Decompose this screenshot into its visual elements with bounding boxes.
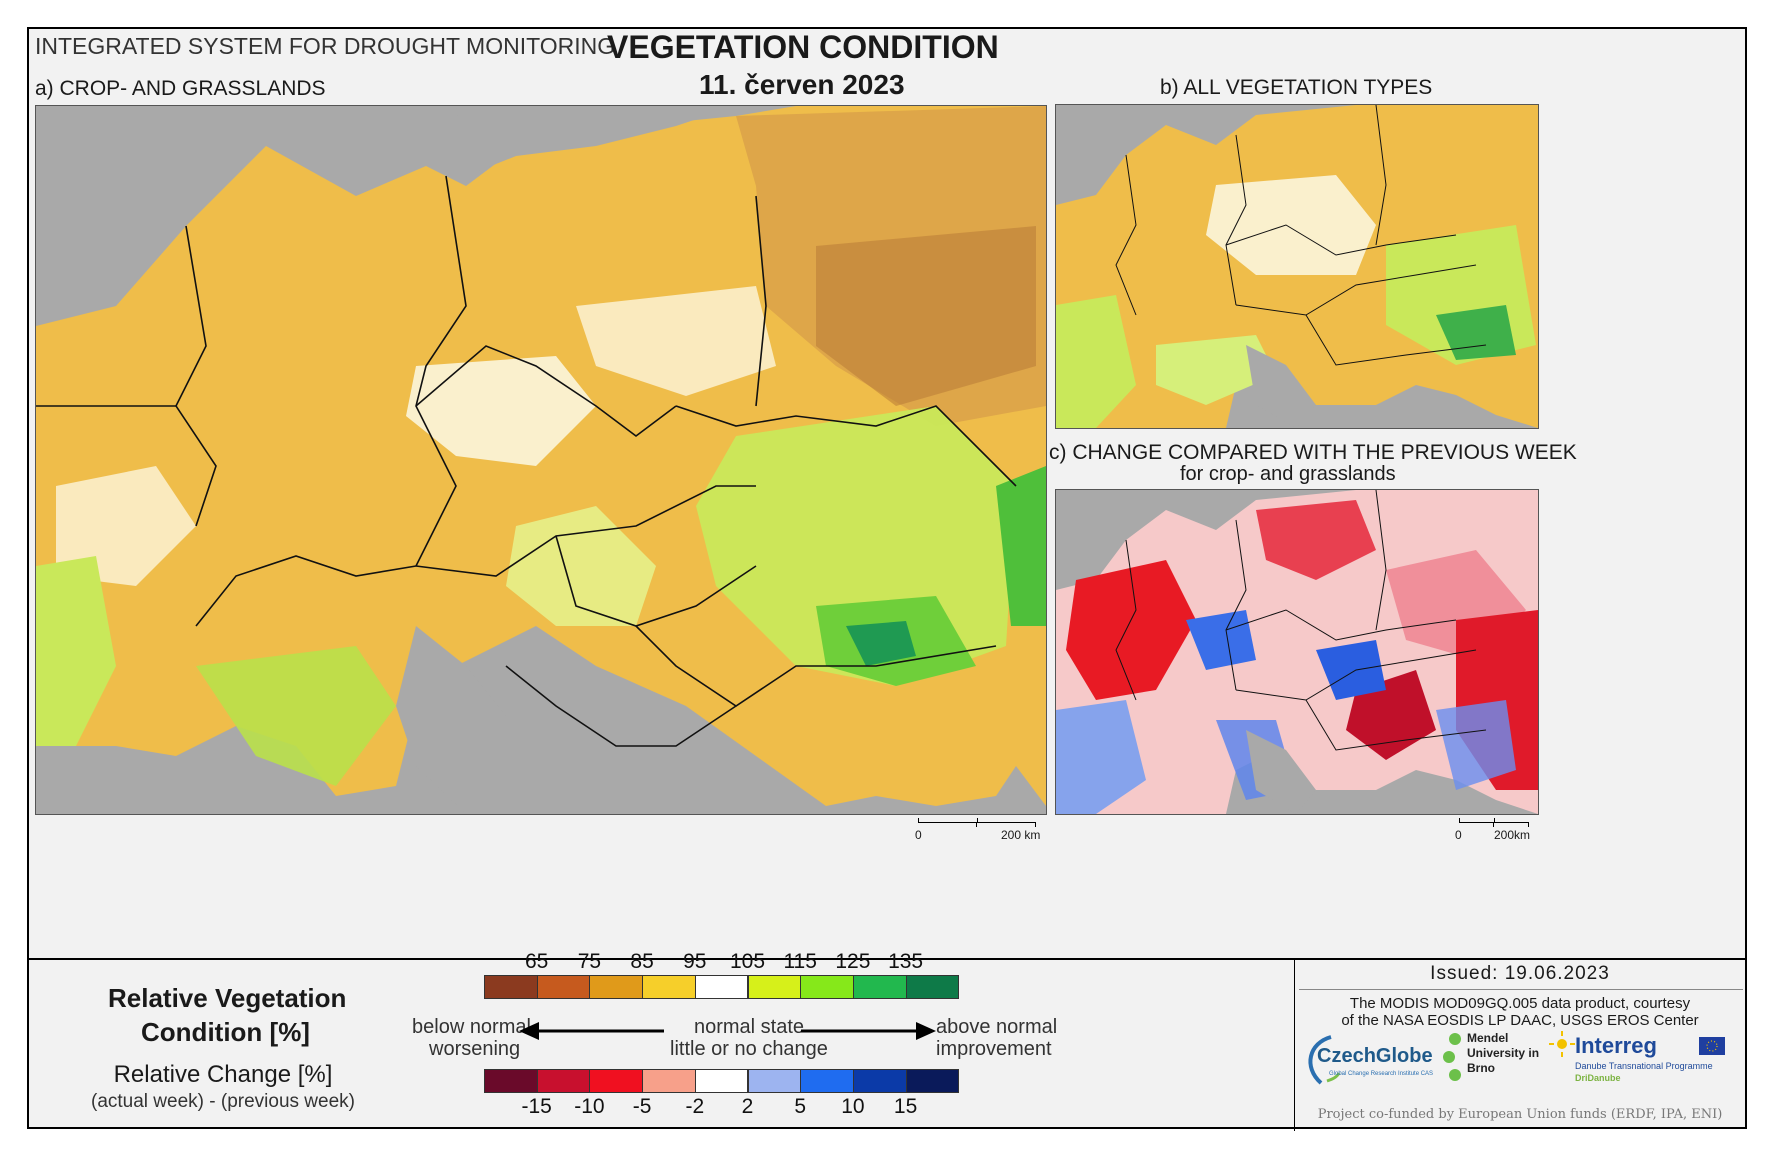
eu-flag-icon	[1699, 1037, 1725, 1055]
dridanube-label: DriDanube	[1575, 1073, 1621, 1083]
mendel-logo: Mendel University in Brno	[1443, 1031, 1539, 1087]
rvc-swatch	[852, 975, 907, 999]
little-change-label: little or no change	[670, 1038, 828, 1060]
above-normal-label: above normal	[936, 1016, 1058, 1038]
info-divider	[1294, 960, 1295, 1131]
scale-c-zero: 0	[1455, 828, 1462, 842]
mendel-dot-icon	[1449, 1069, 1461, 1081]
rc-swatch	[642, 1069, 696, 1093]
map-panel-b	[1055, 104, 1539, 429]
rc-swatch	[589, 1069, 644, 1093]
rvc-tick-label: 125	[835, 950, 871, 973]
panel-a-title: a) CROP- AND GRASSLANDS	[35, 77, 326, 100]
credit-line-1: The MODIS MOD09GQ.005 data product, cour…	[1349, 995, 1691, 1012]
rc-swatch	[905, 1069, 960, 1093]
scale-bar-a	[918, 818, 1038, 827]
czechglobe-swoosh-icon	[1308, 1035, 1341, 1085]
panel-c-title: c) CHANGE COMPARED WITH THE PREVIOUS WEE…	[1049, 441, 1577, 464]
rvc-swatch	[484, 975, 538, 999]
rc-tick-label: -15	[521, 1095, 552, 1118]
mendel-dot-icon	[1443, 1051, 1455, 1063]
scale-a-zero: 0	[915, 828, 922, 842]
rvc-tick-label: 115	[783, 950, 817, 973]
rc-tick-label: 5	[794, 1095, 807, 1118]
czechglobe-logo: CzechGlobe Global Change Research Instit…	[1301, 1033, 1446, 1087]
rc-tick-label: 10	[841, 1095, 865, 1118]
below-normal-label: below normal	[412, 1016, 531, 1038]
rc-swatch	[852, 1069, 907, 1093]
rc-tick-label: -5	[632, 1095, 652, 1118]
info-separator	[1299, 989, 1743, 990]
rvc-tick-label: 85	[630, 950, 654, 973]
rc-swatch	[484, 1069, 538, 1093]
rc-swatch	[800, 1069, 854, 1093]
figure-date: 11. červen 2023	[699, 69, 905, 100]
rvc-swatch	[800, 975, 854, 999]
rvc-tick-label: 105	[729, 950, 766, 973]
rc-tick-label: 2	[741, 1095, 754, 1118]
rvc-swatch	[694, 975, 749, 999]
interreg-sun-icon	[1549, 1031, 1575, 1057]
credit-line-2: of the NASA EOSDIS LP DAAC, USGS EROS Ce…	[1341, 1012, 1699, 1029]
rc-swatch	[694, 1069, 749, 1093]
mendel-wordmark: Mendel University in Brno	[1467, 1031, 1540, 1075]
issued-date: Issued: 19.06.2023	[1430, 963, 1610, 984]
rvc-swatch	[642, 975, 696, 999]
rvc-tick-label: 65	[525, 950, 549, 973]
rc-subtitle: (actual week) - (previous week)	[91, 1091, 355, 1112]
rvc-tick-label: 95	[683, 950, 707, 973]
left-arrow-icon	[519, 1022, 664, 1040]
rvc-tick-label: 135	[888, 950, 924, 973]
rc-tick-label: 15	[893, 1095, 918, 1118]
panel-b-title: b) ALL VEGETATION TYPES	[1160, 76, 1433, 99]
scale-c-end: 200km	[1494, 828, 1531, 842]
map-panel-c	[1055, 489, 1539, 815]
worsening-label: worsening	[429, 1038, 521, 1060]
rc-tick-label: -10	[574, 1095, 605, 1118]
funding-note: Project co-funded by European Union fund…	[1317, 1107, 1723, 1122]
improvement-label: improvement	[936, 1038, 1052, 1060]
figure-title: VEGETATION CONDITION	[607, 29, 999, 65]
rc-swatch	[536, 1069, 591, 1093]
rvc-swatch	[536, 975, 591, 999]
rvc-swatch	[747, 975, 802, 999]
mendel-dot-icon	[1449, 1033, 1461, 1045]
rvc-swatch	[589, 975, 644, 999]
czechglobe-wordmark: CzechGlobe	[1317, 1045, 1433, 1067]
system-name: INTEGRATED SYSTEM FOR DROUGHT MONITORING	[35, 33, 616, 59]
right-arrow-icon	[801, 1022, 936, 1040]
scale-a-end: 200 km	[1001, 828, 1041, 842]
interreg-wordmark: Interreg	[1575, 1033, 1657, 1058]
rc-swatch	[747, 1069, 802, 1093]
rc-tick-label: -2	[685, 1095, 705, 1118]
legend-divider	[29, 958, 1745, 960]
scale-bar-c	[1459, 818, 1531, 827]
interreg-logo: Interreg Danube Transnational Programme …	[1549, 1029, 1739, 1089]
rvc-tick-label: 75	[577, 950, 602, 973]
panel-c-subtitle: for crop- and grasslands	[1180, 463, 1396, 485]
rvc-title-line2: Condition [%]	[141, 1017, 310, 1047]
rvc-swatch	[905, 975, 960, 999]
figure-frame: INTEGRATED SYSTEM FOR DROUGHT MONITORING…	[27, 27, 1747, 1131]
normal-state-label: normal state	[693, 1016, 805, 1038]
map-panel-a	[35, 105, 1047, 815]
czechglobe-subtitle: Global Change Research Institute CAS	[1329, 1071, 1434, 1077]
rc-title: Relative Change [%]	[113, 1061, 333, 1088]
rvc-title-line1: Relative Vegetation	[108, 983, 347, 1013]
interreg-subtitle: Danube Transnational Programme	[1575, 1061, 1713, 1071]
